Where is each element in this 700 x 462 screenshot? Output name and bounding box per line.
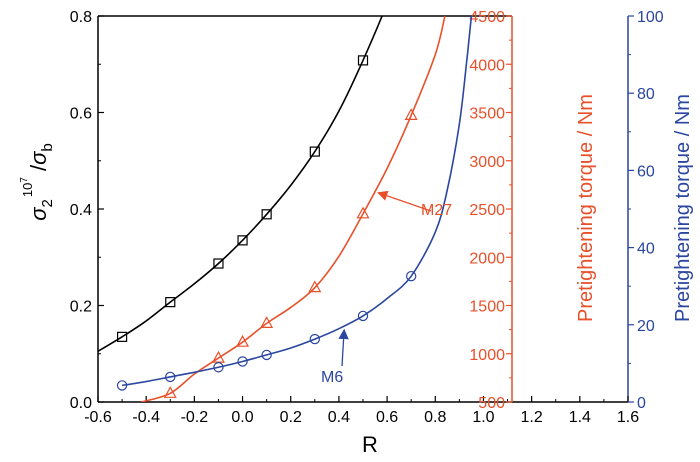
y-left-sigma: σ [26,207,51,221]
x-tick-label: 0.6 [376,409,398,426]
m6-arrow [338,328,349,367]
x-tick-label: 0.0 [231,409,253,426]
y-left-sup2: 7 [19,177,30,183]
markers [116,55,418,398]
y-left-sup: 10 [20,183,35,197]
y-right-blue-tick-label: 60 [637,163,655,180]
m27-arrow [377,190,432,212]
y-left-sep: / [26,164,51,177]
y-left-title: σ2107 /σb [19,143,56,221]
x-tick-label: 1.6 [617,409,639,426]
circle-marker [261,349,272,361]
m6-label: M6 [321,369,343,386]
series-line-triangle [141,16,446,402]
triangle-marker [308,280,322,293]
circle-marker [309,333,321,345]
y-axis-right-red: 500 1000 1500 2000 2500 3000 3500 4000 4500 [469,9,512,412]
square-marker [309,146,320,157]
triangle-marker [356,206,370,219]
y-left-sub2: b [39,143,56,151]
x-tick-label: 0.4 [328,409,350,426]
circle-marker [405,270,417,282]
y-right-red-tick-label: 3000 [469,154,505,171]
y-left-tick-label: 0.2 [70,299,92,316]
x-tick-label: 1.2 [521,409,543,426]
y-right-red-tick-label: 1500 [469,299,505,316]
square-marker [261,209,272,220]
y-right-blue-tick-label: 100 [637,9,664,26]
square-marker [357,55,369,66]
y-right-red-tick-label: 500 [478,395,505,412]
y-left-sub: 2 [39,199,56,207]
square-marker [213,258,224,269]
y-right-blue-tick-label: 40 [637,241,655,258]
x-tick-label: -0.6 [84,409,112,426]
square-marker [237,235,248,246]
triangle-marker [163,386,177,398]
circle-marker [116,380,128,391]
square-marker [116,331,128,342]
y-right-red-title: Pretightening torque / Nm [575,94,597,322]
circle-marker [213,362,224,373]
y-axis-left: 0.0 0.2 0.4 0.6 0.8 [70,9,104,412]
y-right-blue-tick-label: 20 [637,318,655,335]
series-line-square [98,16,383,353]
m27-label: M27 [421,202,452,219]
y-right-blue-tick-label: 0 [637,395,646,412]
circle-marker [357,310,369,322]
y-left-tick-label: 0.6 [70,106,92,123]
y-left-tick-label: 0.8 [70,9,92,26]
x-tick-label: 0.8 [424,409,446,426]
square-marker [165,297,176,308]
x-tick-label: -0.2 [181,409,209,426]
y-right-red-tick-label: 2500 [469,202,505,219]
x-axis-title: R [362,432,378,457]
triangle-marker [236,334,250,347]
y-right-red-tick-label: 4500 [469,9,505,26]
y-left-tick-label: 0.0 [70,395,92,412]
y-right-red-tick-label: 3500 [469,106,505,123]
y-left-tick-label: 0.4 [70,202,92,219]
triangle-marker [260,316,274,328]
x-axis: -0.6 -0.4 -0.2 0.0 0.2 0.4 0.6 0.8 1.0 1.2 1.4 1.6 [84,396,639,426]
circle-marker [237,356,248,367]
x-tick-label: -0.4 [132,409,160,426]
y-right-red-tick-label: 4000 [469,57,505,74]
x-tick-label: 0.2 [280,409,302,426]
y-left-sigma2: σ [26,151,51,165]
y-right-blue-title: Pretightening torque / Nm [672,94,694,322]
y-right-red-tick-label: 1000 [469,347,505,364]
series-line-circle [121,16,473,387]
x-tick-label: 1.0 [472,409,494,426]
triangle-marker [404,108,418,120]
y-right-red-tick-label: 2000 [469,250,505,267]
circle-marker [165,371,176,383]
x-tick-label: 1.4 [569,409,591,426]
y-axis-right-blue: 0 20 40 60 80 100 [628,9,664,412]
annotations: M27 M6 [321,190,452,386]
svg-text:σ2107 /σb: σ2107 /σb [19,143,56,221]
y-right-blue-tick-label: 80 [637,86,655,103]
curves [98,16,473,402]
